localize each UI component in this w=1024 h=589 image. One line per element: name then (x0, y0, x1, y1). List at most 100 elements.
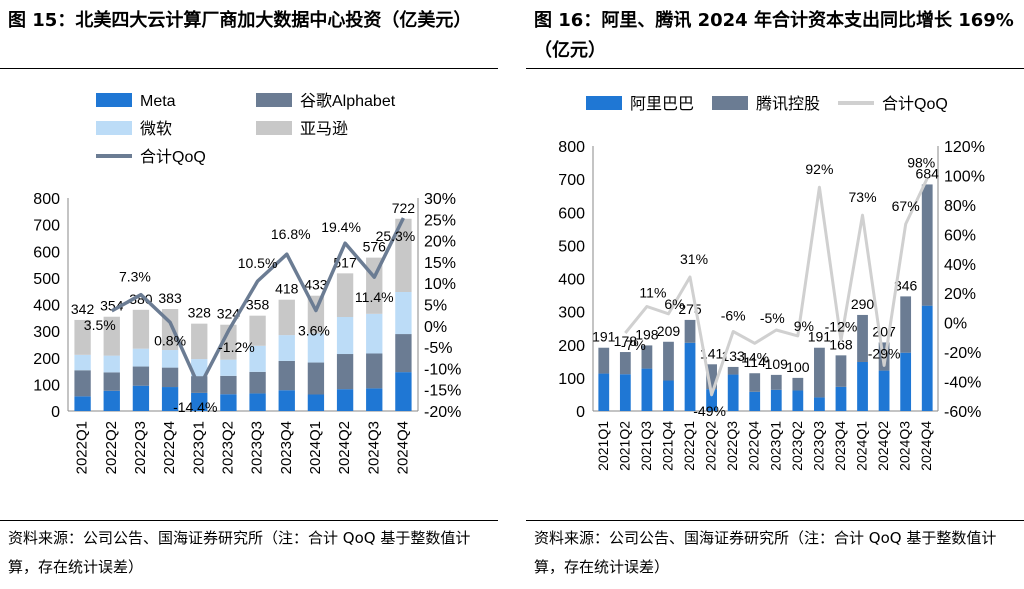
left-legend-label: 亚马逊 (300, 120, 348, 138)
right-bar-2 (706, 364, 717, 390)
left-bar-1 (191, 392, 208, 411)
right-qoq-line (624, 177, 929, 397)
left-y-tick-label: 300 (33, 324, 60, 341)
left-bar-3 (366, 313, 383, 354)
left-bar-2 (307, 362, 325, 395)
right-bar-1 (684, 342, 696, 411)
left-y2-tick-label: -15% (424, 383, 461, 400)
left-bar-1 (395, 372, 412, 411)
left-y2-tick-label: 5% (424, 298, 447, 315)
left-bar-4 (74, 319, 91, 355)
right-x-tick-label: 2022Q4 (746, 421, 762, 471)
right-bar-1 (900, 352, 912, 411)
left-legend-swatch (96, 121, 132, 135)
left-bar-3 (74, 354, 91, 371)
left-qoq-label: 0.8% (154, 332, 186, 348)
right-total-label: 100 (786, 359, 810, 375)
right-bar-1 (706, 389, 717, 411)
right-bar-1 (835, 386, 847, 411)
left-legend-label: 谷歌Alphabet (300, 92, 396, 110)
left-y-tick-label: 500 (33, 271, 60, 288)
right-source-note: 资料来源：公司公告、国海证券研究所（注：合计 QoQ 基于整数值计算，存在统计误… (534, 529, 997, 576)
right-total-label: 684 (916, 165, 940, 181)
right-total-label: 209 (657, 323, 681, 339)
right-total-label: 168 (829, 336, 853, 352)
left-y2-tick-label: 20% (424, 234, 456, 251)
right-x-tick-label: 2022Q1 (681, 421, 697, 471)
right-y-tick-label: 700 (558, 172, 585, 189)
right-bar-1 (770, 389, 782, 411)
left-x-tick-label: 2023Q4 (278, 421, 295, 474)
left-bar-4 (132, 309, 150, 349)
left-y-tick-label: 200 (33, 351, 60, 368)
right-bar-2 (598, 347, 610, 374)
left-bar-1 (278, 390, 295, 411)
right-total-label: 178 (614, 333, 638, 349)
right-bar-2 (641, 345, 653, 369)
right-qoq-label: 31% (680, 251, 708, 267)
right-bar-2 (792, 377, 804, 391)
left-bar-3 (103, 355, 120, 373)
right-x-tick-label: 2024Q2 (875, 421, 891, 471)
left-bar-1 (74, 396, 91, 411)
left-x-tick-label: 2022Q2 (103, 421, 120, 474)
left-bar-1 (132, 385, 150, 411)
right-y-tick-label: 600 (558, 205, 585, 222)
right-x-tick-label: 2023Q2 (789, 421, 805, 471)
right-bar-1 (727, 374, 739, 411)
left-bar-2 (161, 367, 179, 388)
right-bar-2 (684, 319, 696, 343)
right-qoq-label: 6% (664, 296, 684, 312)
left-bar-4 (278, 299, 295, 336)
left-bar-2 (103, 372, 120, 391)
right-bar-2 (619, 352, 631, 375)
right-legend-label: 合计QoQ (882, 95, 948, 113)
left-bar-4 (191, 323, 208, 360)
right-total-label: 290 (851, 296, 875, 312)
left-bar-3 (220, 359, 237, 376)
right-y-tick-label: 400 (558, 272, 585, 289)
right-y-tick-label: 500 (558, 238, 585, 255)
right-legend-swatch (712, 96, 748, 110)
left-bar-3 (278, 335, 295, 361)
left-bar-1 (366, 388, 383, 411)
right-qoq-label: 98% (907, 154, 935, 170)
left-x-tick-label: 2023Q1 (190, 421, 207, 474)
left-qoq-label: 11.4% (355, 289, 394, 305)
right-qoq-label: -5% (760, 310, 785, 326)
right-x-tick-label: 2021Q1 (595, 421, 611, 471)
left-bar-1 (249, 393, 266, 411)
left-y2-tick-label: -20% (424, 404, 461, 421)
right-bar-1 (749, 391, 761, 411)
right-total-label: 346 (894, 277, 918, 293)
left-x-tick-label: 2024Q4 (394, 421, 411, 474)
right-bar-1 (792, 390, 804, 411)
left-bar-2 (336, 354, 354, 390)
right-bar-1 (641, 368, 653, 411)
left-y-tick-label: 800 (33, 191, 60, 208)
left-x-tick-label: 2022Q1 (74, 421, 91, 474)
left-y-tick-label: 400 (33, 298, 60, 315)
left-y2-tick-label: -5% (424, 340, 452, 357)
left-title-rule (0, 68, 498, 69)
right-bar-1 (857, 361, 868, 411)
left-qoq-line (110, 217, 405, 389)
left-y2-tick-label: 0% (424, 319, 447, 336)
right-bar-2 (857, 314, 868, 362)
left-qoq-label: -14.4% (173, 399, 217, 415)
right-bar-2 (835, 355, 847, 387)
right-x-tick-label: 2022Q2 (703, 421, 719, 471)
left-qoq-label: 16.8% (271, 226, 311, 242)
right-qoq-label: 73% (849, 189, 877, 205)
left-qoq-label: 10.5% (238, 255, 278, 271)
right-y2-tick-label: -40% (944, 375, 981, 392)
right-y-tick-label: 100 (558, 371, 585, 388)
right-qoq-label: -12% (825, 318, 858, 334)
right-qoq-label: -49% (693, 403, 726, 419)
left-total-label: 328 (188, 305, 212, 321)
right-bar-2 (749, 373, 761, 392)
left-total-label: 576 (363, 239, 387, 255)
left-qoq-label: -1.2% (218, 339, 255, 355)
left-y-tick-label: 100 (33, 377, 60, 394)
